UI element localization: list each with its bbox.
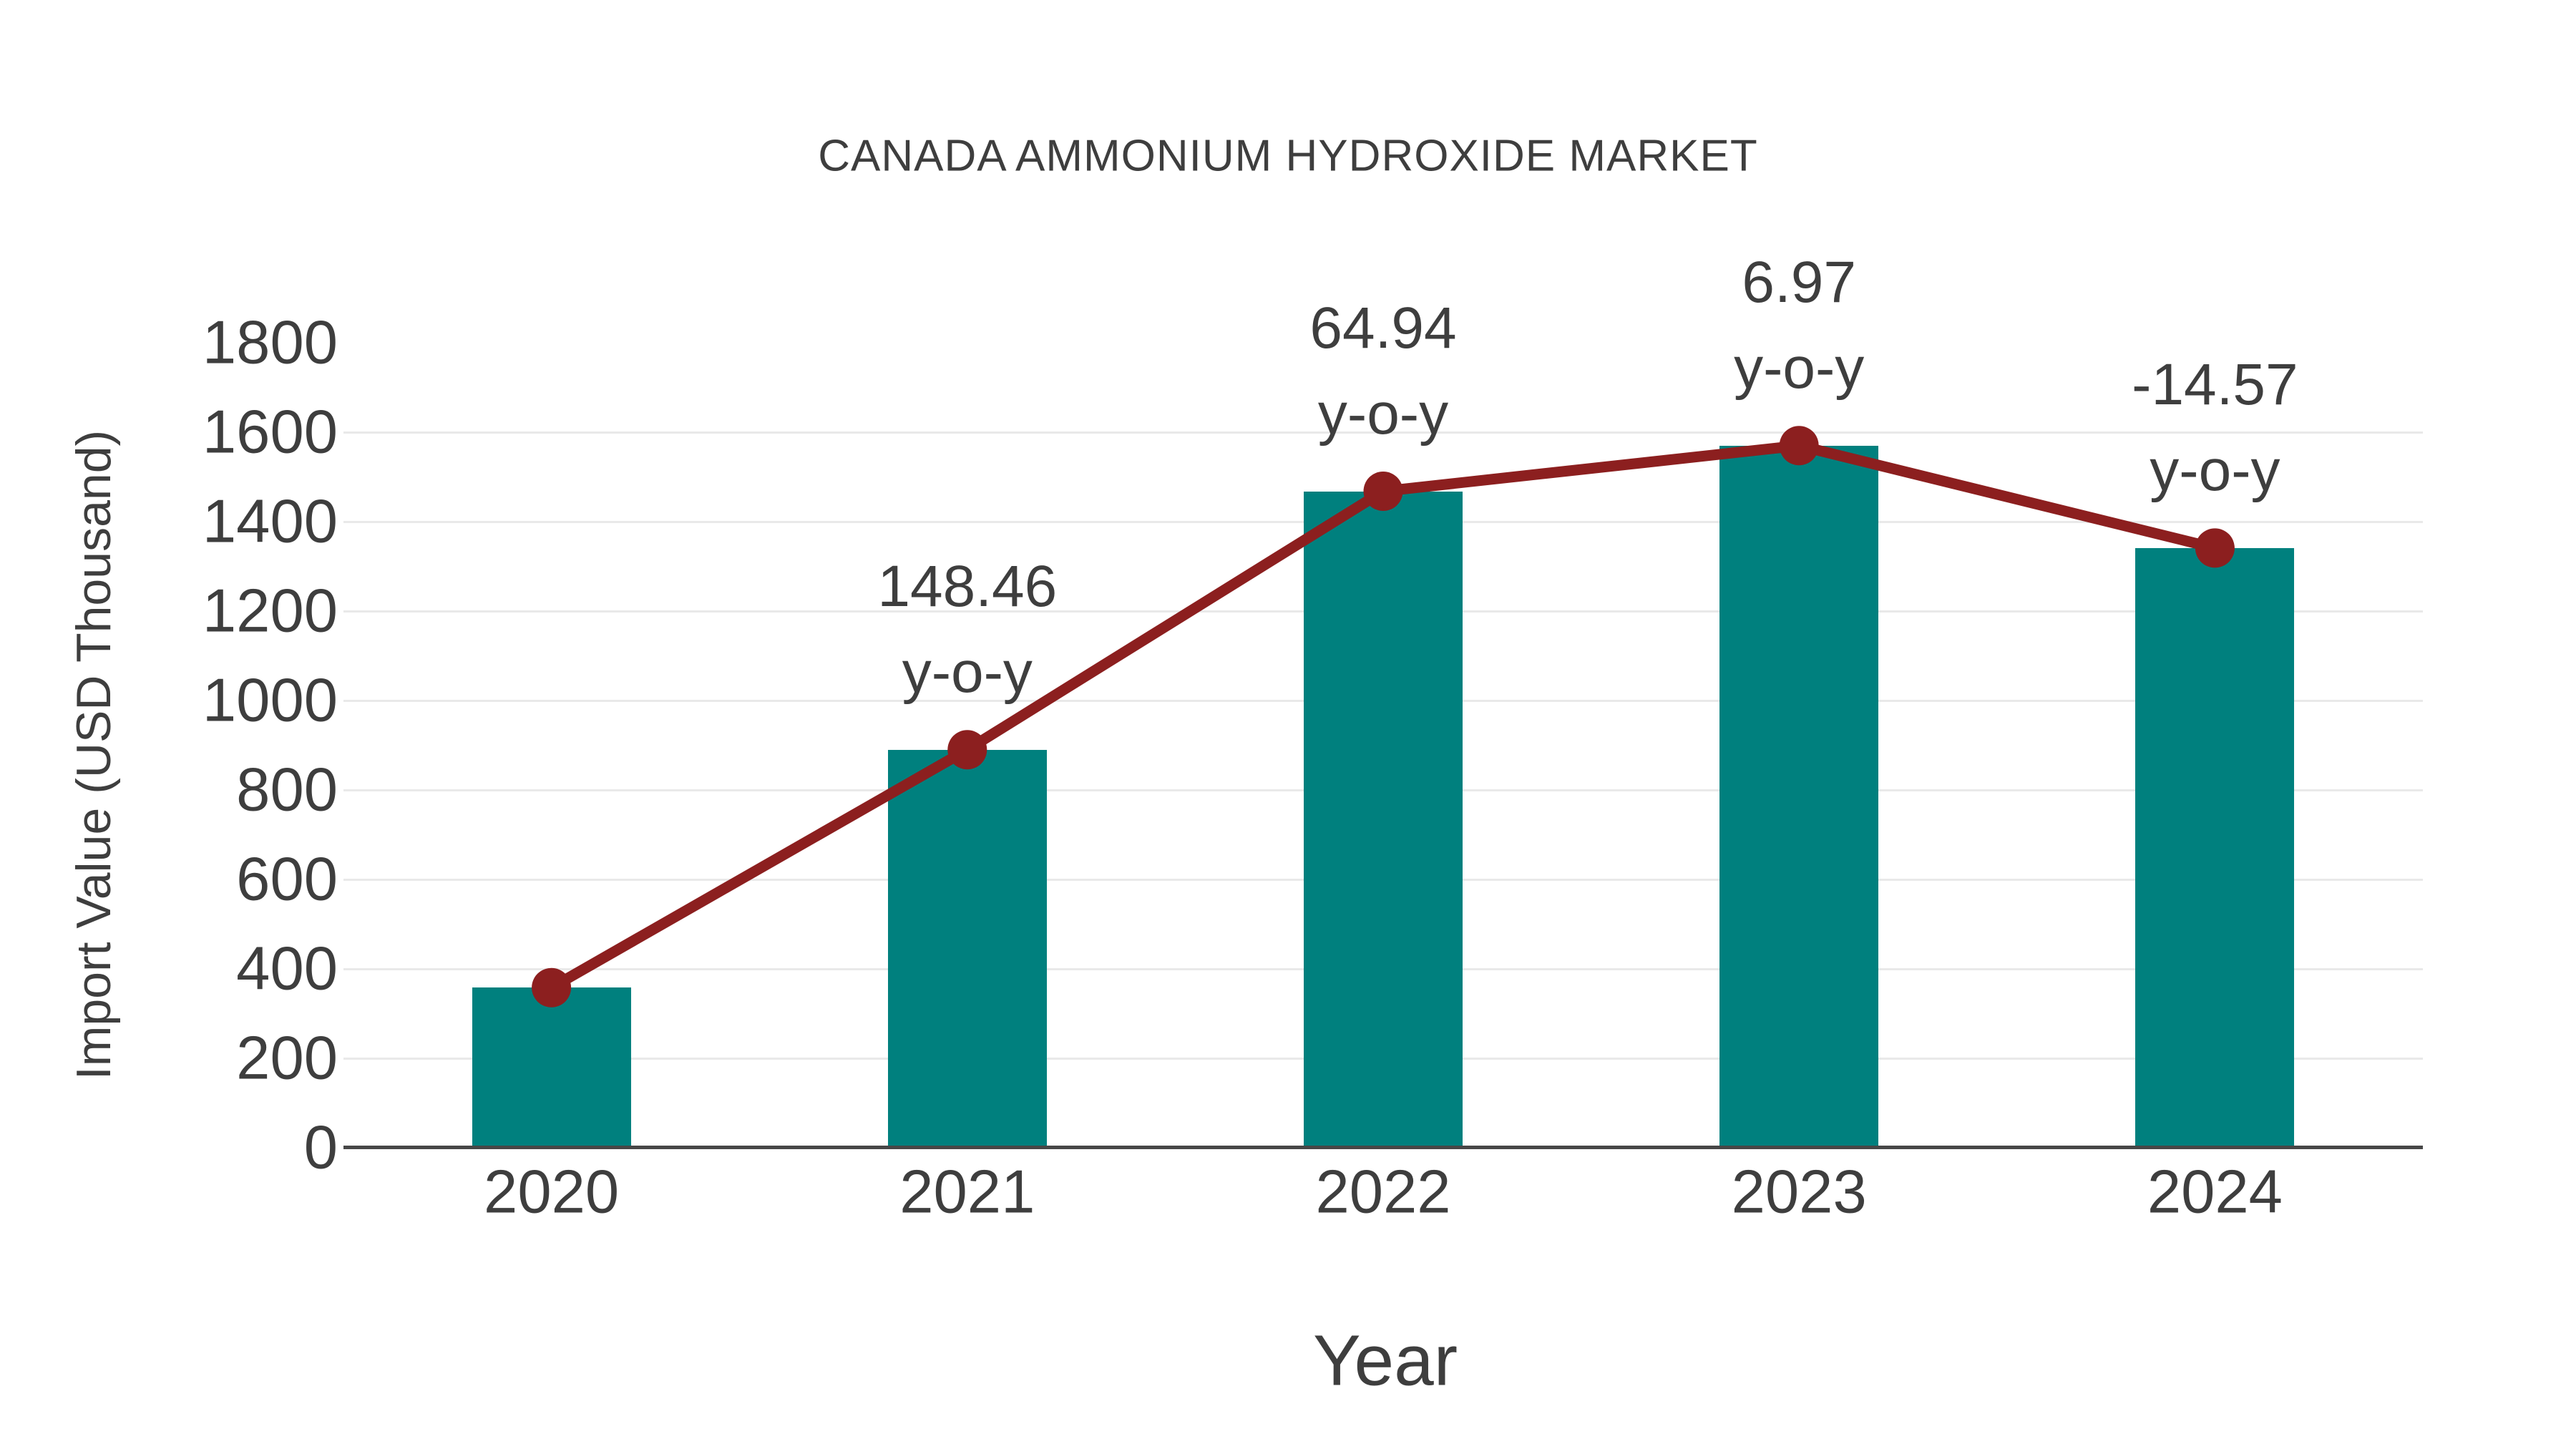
bar xyxy=(472,987,631,1148)
y-tick-label: 1600 xyxy=(202,398,338,467)
annotation-value: -14.57 xyxy=(2132,351,2298,417)
annotation-unit: y-o-y xyxy=(1317,381,1449,447)
x-tick-label: 2021 xyxy=(899,1158,1035,1226)
bar xyxy=(1719,445,1879,1148)
x-tick-label: 2024 xyxy=(2147,1158,2283,1226)
data-point-marker xyxy=(947,730,987,770)
annotation-unit: y-o-y xyxy=(1734,335,1865,401)
y-tick-label: 0 xyxy=(303,1113,338,1182)
chart-title: CANADA AMMONIUM HYDROXIDE MARKET xyxy=(818,131,1758,181)
bar xyxy=(1304,491,1463,1148)
y-tick-label: 800 xyxy=(236,756,338,824)
bar xyxy=(2135,547,2295,1148)
x-tick-label: 2022 xyxy=(1315,1158,1451,1226)
y-tick-label: 1000 xyxy=(202,666,338,735)
annotation-value: 64.94 xyxy=(1309,295,1457,361)
annotation-unit: y-o-y xyxy=(2150,437,2280,503)
x-tick-label: 2023 xyxy=(1731,1158,1867,1226)
data-point-marker xyxy=(2195,528,2235,568)
annotation-value: 6.97 xyxy=(1742,249,1856,315)
y-tick-label: 600 xyxy=(236,845,338,914)
annotation-unit: y-o-y xyxy=(902,639,1033,705)
trend-line xyxy=(546,440,2220,993)
x-axis-title: Year xyxy=(1312,1320,1458,1401)
data-point-marker xyxy=(1779,426,1819,466)
gridline xyxy=(343,431,2423,434)
y-tick-label: 1400 xyxy=(202,487,338,556)
x-axis-line xyxy=(343,1146,2423,1149)
y-tick-label: 1200 xyxy=(202,577,338,645)
y-tick-label: 1800 xyxy=(202,308,338,377)
x-tick-label: 2020 xyxy=(484,1158,620,1226)
bar xyxy=(887,749,1047,1148)
y-tick-label: 400 xyxy=(236,935,338,1003)
annotation-value: 148.46 xyxy=(877,553,1058,619)
data-point-marker xyxy=(532,967,572,1008)
y-tick-label: 200 xyxy=(236,1024,338,1093)
data-point-marker xyxy=(1363,472,1403,511)
